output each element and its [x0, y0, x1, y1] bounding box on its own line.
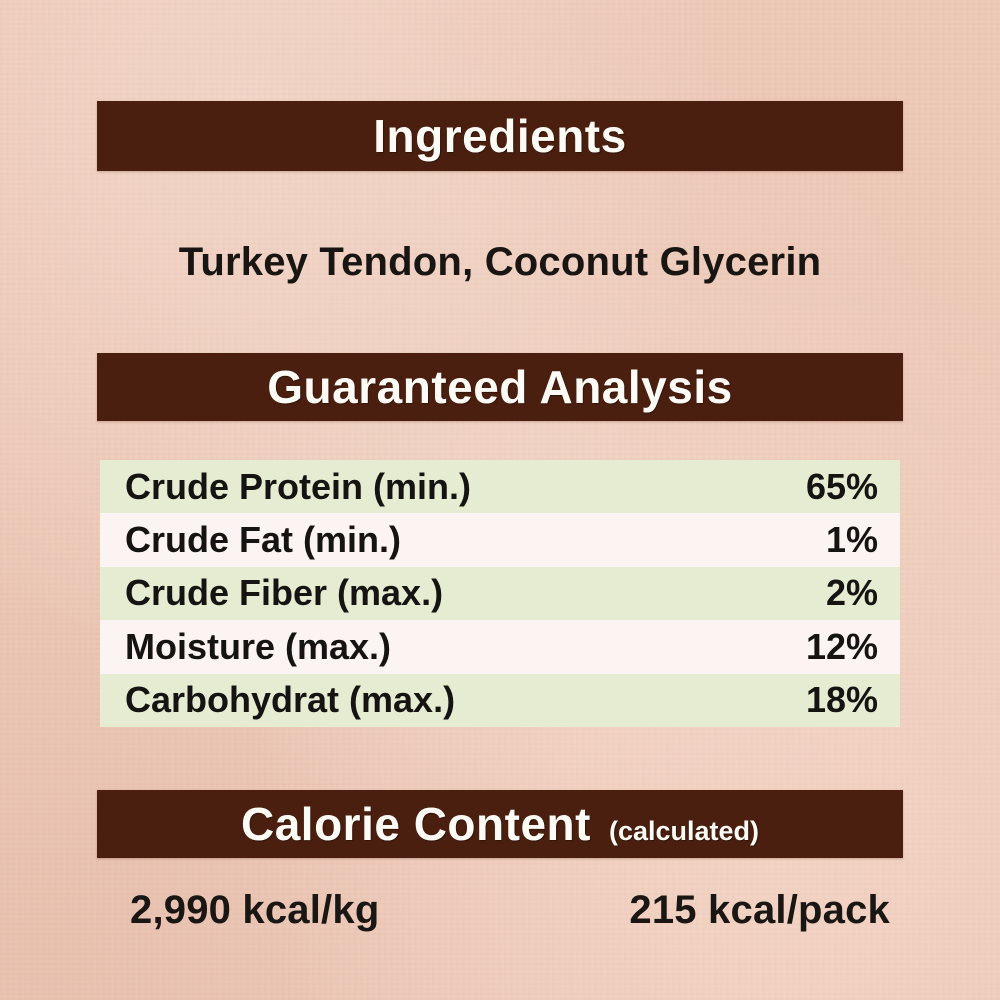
nutrient-label: Carbohydrat (max.): [125, 679, 456, 721]
calorie-per-pack: 215 kcal/pack: [629, 888, 890, 932]
nutrient-value: 65%: [805, 465, 878, 507]
nutrient-label: Crude Protein (min.): [125, 465, 472, 507]
guaranteed-analysis-table: Crude Protein (min.) 65% Crude Fat (min.…: [100, 460, 900, 727]
guaranteed-analysis-header-bar: Guaranteed Analysis: [97, 353, 903, 421]
table-row: Carbohydrat (max.) 18%: [100, 673, 900, 727]
table-row: Crude Fiber (max.) 2%: [100, 566, 900, 621]
calorie-per-kg: 2,990 kcal/kg: [130, 888, 380, 932]
table-row: Moisture (max.) 12%: [100, 620, 900, 674]
ingredients-header-bar: Ingredients: [97, 101, 903, 171]
ingredients-title: Ingredients: [373, 110, 627, 162]
calorie-values-row: 2,990 kcal/kg 215 kcal/pack: [130, 888, 890, 933]
nutrient-label: Crude Fiber (max.): [125, 572, 444, 614]
nutrient-value: 18%: [805, 679, 878, 721]
ingredients-list: Turkey Tendon, Coconut Glycerin: [178, 240, 822, 284]
calorie-content-header-bar: Calorie Content (calculated): [97, 790, 903, 858]
nutrient-value: 12%: [805, 625, 878, 667]
guaranteed-analysis-title: Guaranteed Analysis: [267, 361, 733, 413]
table-row: Crude Fat (min.) 1%: [100, 513, 900, 567]
nutrient-value: 2%: [825, 572, 878, 614]
nutrient-label: Moisture (max.): [125, 625, 392, 667]
nutrient-label: Crude Fat (min.): [125, 519, 401, 561]
calorie-content-title: Calorie Content (calculated): [241, 797, 759, 851]
calorie-content-subtitle: (calculated): [608, 816, 759, 846]
nutrient-value: 1%: [825, 519, 878, 561]
calorie-content-title-main: Calorie Content: [240, 798, 591, 850]
table-row: Crude Protein (min.) 65%: [100, 460, 900, 514]
